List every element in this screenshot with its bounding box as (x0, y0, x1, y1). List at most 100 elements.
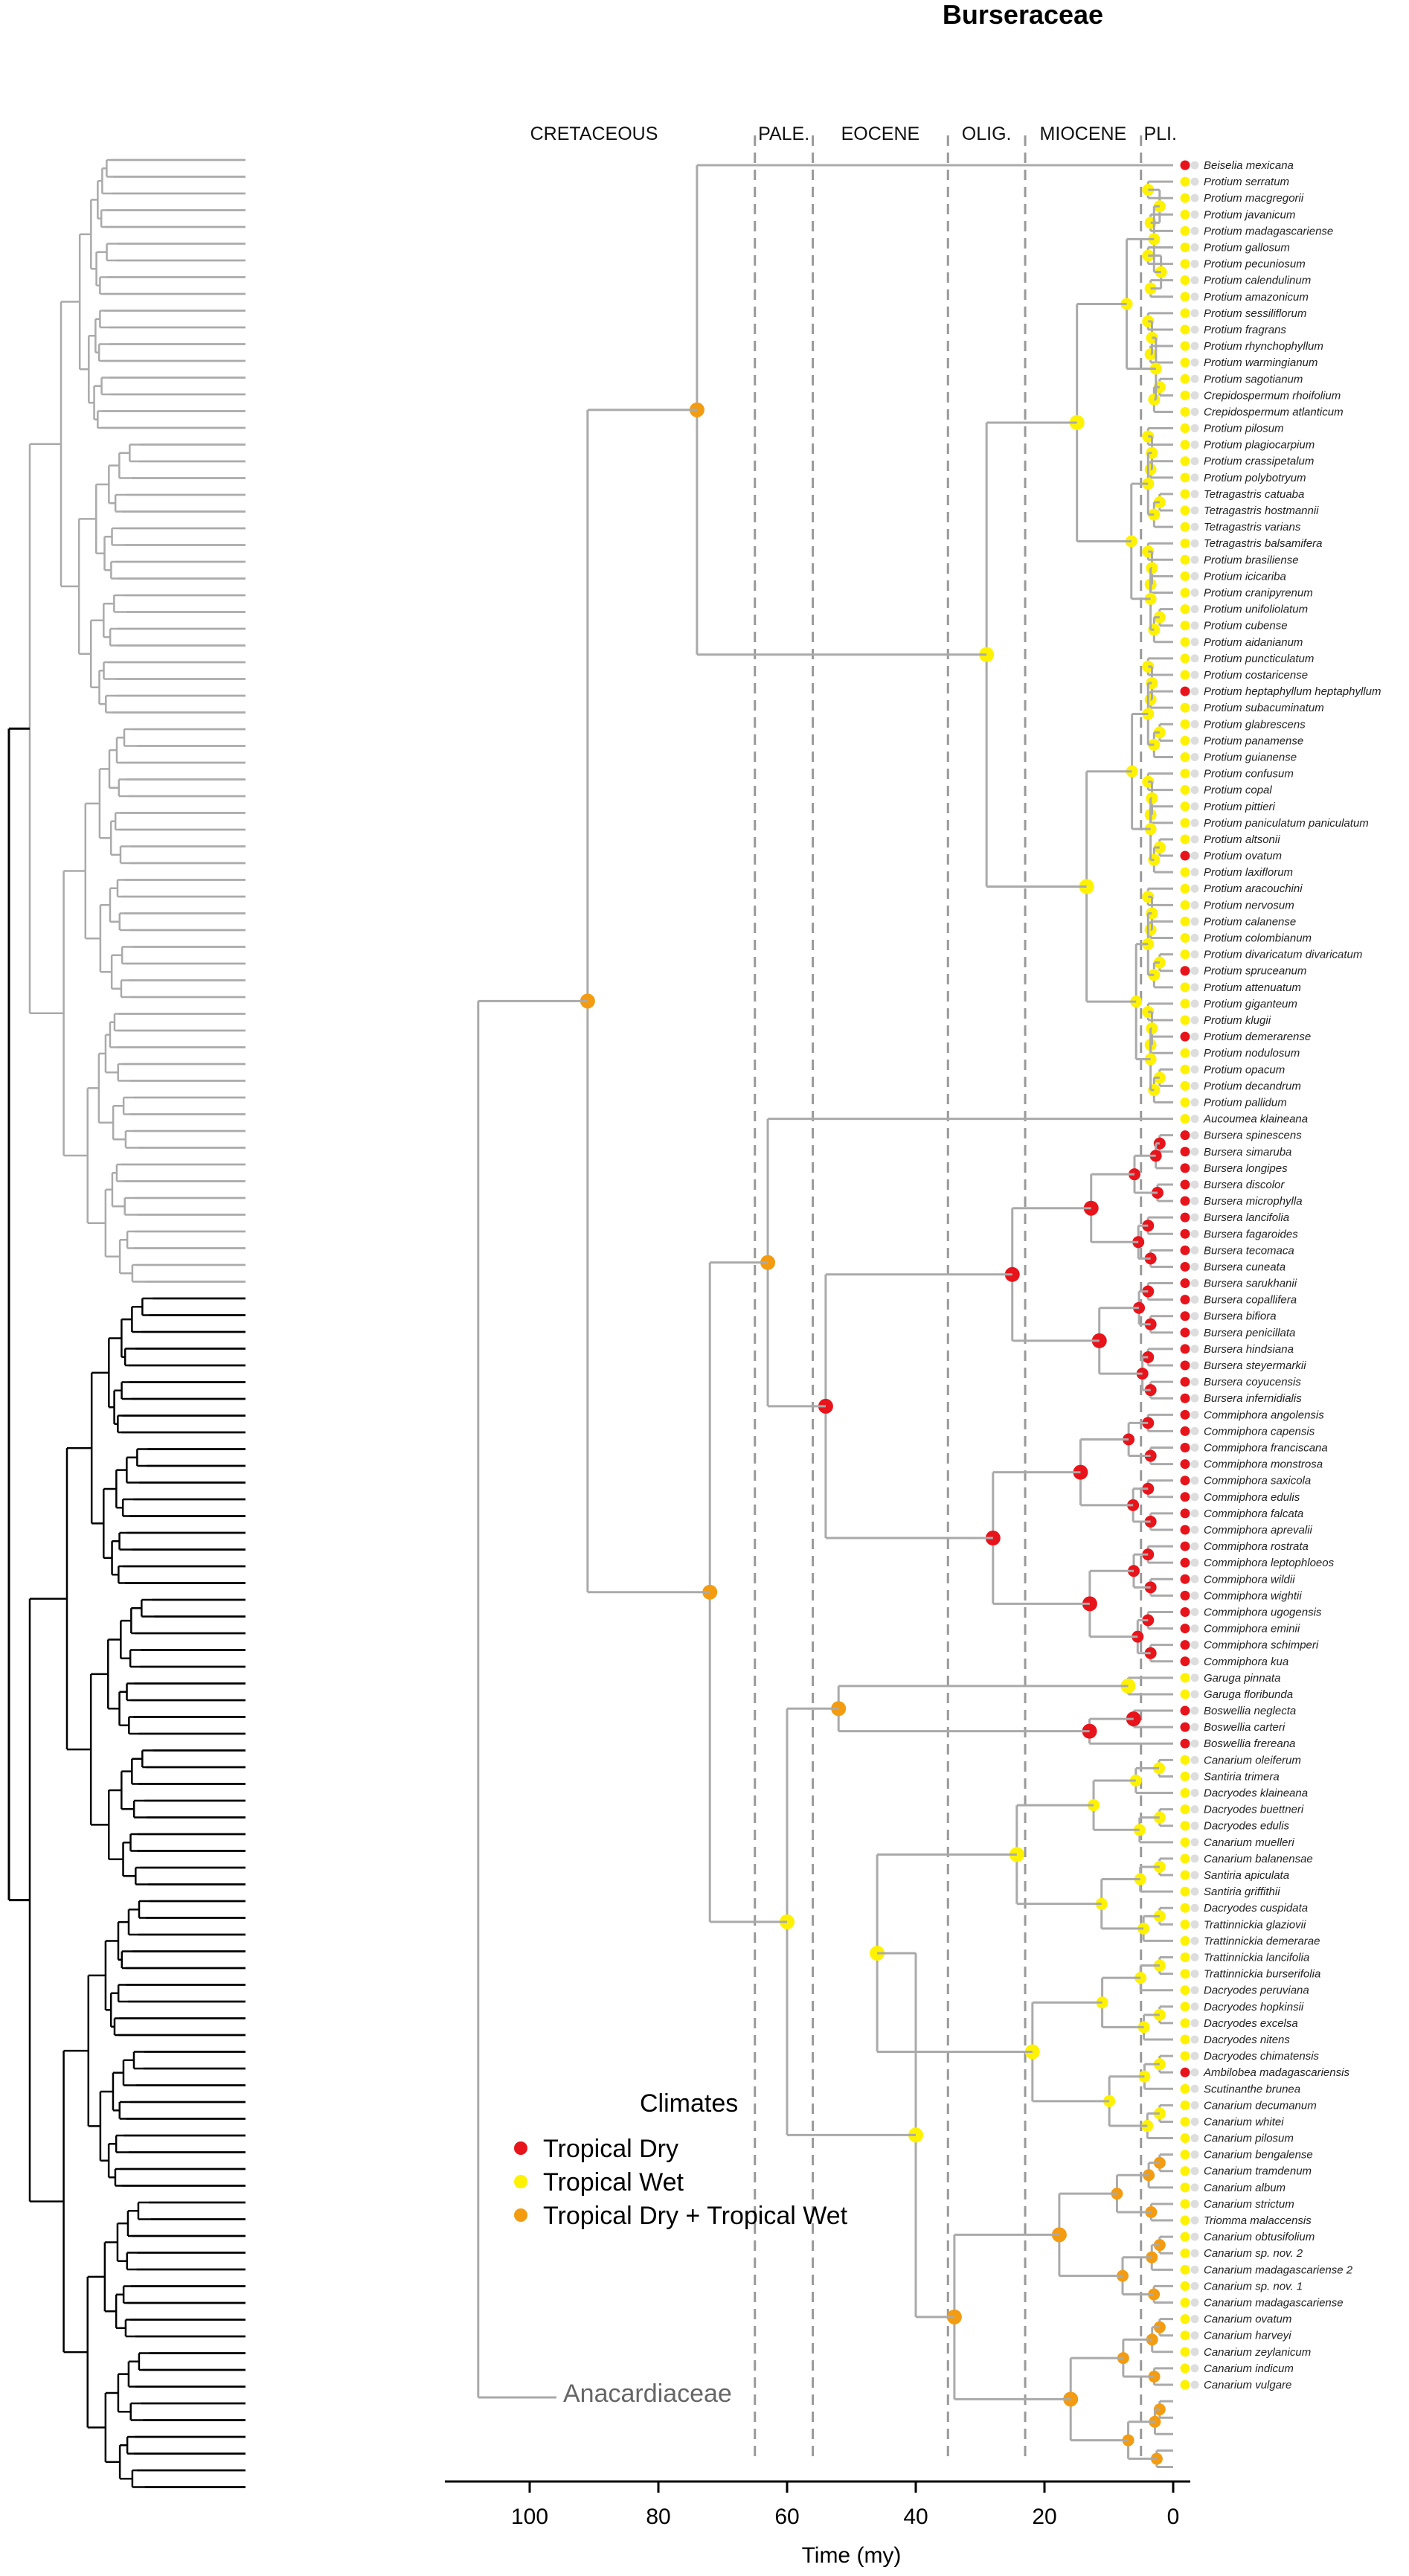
tip-state-dot (1180, 2199, 1190, 2209)
tip-state-dot (1180, 1738, 1190, 1749)
taxon-label: Protium divaricatum divaricatum (1204, 949, 1362, 961)
tip-secondary-dot (1190, 161, 1199, 170)
tip-state-dot (1180, 259, 1190, 269)
taxon-label: Protium opacum (1204, 1063, 1285, 1076)
taxon-label: Protium plagiocarpium (1204, 439, 1315, 452)
taxon-label: Protium javanicum (1204, 208, 1295, 221)
tip-state-dot (1180, 1311, 1190, 1321)
tip-state-dot (1180, 916, 1190, 926)
taxon-label: Protium panamense (1204, 734, 1303, 747)
tip-state-dot (1180, 2314, 1190, 2325)
era-labels: CRETACEOUS PALE. EOCENE OLIG. MIOCENE PLI. (530, 124, 1177, 144)
tip-secondary-dot (1190, 1657, 1199, 1666)
taxon-label: Canarium muelleri (1204, 1836, 1294, 1849)
tip-state-dot (1180, 2231, 1190, 2242)
tip-state-dot (1180, 2018, 1190, 2028)
tip-secondary-dot (1190, 769, 1199, 778)
tip-secondary-dot (1190, 1772, 1199, 1781)
tip-state-dot (1180, 1295, 1190, 1305)
taxon-label: Protium aracouchini (1204, 882, 1303, 895)
era-label: PALE. (758, 124, 809, 144)
tip-secondary-dot (1190, 1345, 1199, 1353)
tip-state-dot (1180, 1163, 1190, 1173)
tip-state-dot (1180, 1179, 1190, 1190)
tip-secondary-dot (1190, 1213, 1199, 1222)
era-label: PLI. (1143, 124, 1176, 144)
taxon-label: Boswellia carteri (1204, 1721, 1286, 1734)
tip-secondary-dot (1190, 2134, 1199, 2143)
taxon-label: Triomma malaccensis (1204, 2214, 1312, 2227)
tip-secondary-dot (1190, 835, 1199, 844)
tip-state-dot (1180, 1245, 1190, 1255)
tip-state-dot (1180, 719, 1190, 729)
legend-dot-both (514, 2208, 527, 2222)
tip-state-dot (1180, 686, 1190, 696)
tip-state-dot (1180, 1393, 1190, 1403)
tip-state-dot (1180, 834, 1190, 845)
tip-state-dot (1180, 1541, 1190, 1551)
tip-secondary-dot (1190, 1476, 1199, 1485)
tip-state-dot (1180, 423, 1190, 434)
tip-secondary-dot (1190, 1871, 1199, 1880)
tip-state-dot (1180, 242, 1190, 252)
taxon-label: Protium giganteum (1204, 998, 1297, 1010)
tip-state-dot (1180, 2002, 1190, 2012)
taxon-label: Protium heptaphyllum heptaphyllum (1204, 685, 1381, 698)
tip-state-dot (1180, 2133, 1190, 2144)
taxon-label: Protium cranipyrenum (1204, 587, 1313, 600)
taxon-label: Protium confusum (1204, 768, 1294, 781)
taxon-label: Protium sessiliflorum (1204, 307, 1306, 320)
taxon-label: Commiphora franciscana (1204, 1442, 1328, 1455)
tip-secondary-dot (1190, 967, 1199, 975)
tip-secondary-dot (1190, 752, 1199, 761)
legend-item-both: Tropical Dry + Tropical Wet (543, 2202, 848, 2230)
tip-state-dot (1180, 1673, 1190, 1683)
tip-state-dot (1180, 1935, 1190, 1946)
tip-state-dot (1180, 1804, 1190, 1815)
tip-secondary-dot (1190, 2249, 1199, 2258)
tip-secondary-dot (1190, 2348, 1199, 2356)
taxon-label: Bursera spinescens (1204, 1130, 1302, 1142)
tip-state-dot (1180, 883, 1190, 894)
tip-secondary-dot (1190, 243, 1199, 251)
tip-secondary-dot (1190, 2331, 1199, 2340)
tip-state-dot (1180, 1788, 1190, 1798)
tip-secondary-dot (1190, 276, 1199, 285)
tip-state-dot (1180, 456, 1190, 467)
tip-state-dot (1180, 785, 1190, 795)
tip-state-dot (1180, 1476, 1190, 1486)
tip-state-dot (1180, 489, 1190, 499)
tip-secondary-dot (1190, 260, 1199, 269)
tip-state-dot (1180, 1508, 1190, 1519)
tip-state-dot (1180, 341, 1190, 351)
tip-secondary-dot (1190, 1920, 1199, 1929)
taxon-label: Commiphora eminii (1204, 1623, 1300, 1635)
tip-secondary-dot (1190, 1739, 1199, 1748)
tip-secondary-dot (1190, 325, 1199, 334)
tip-secondary-dot (1190, 2167, 1199, 2176)
figure-title: Burseraceae (943, 0, 1103, 30)
tip-state-dot (1180, 1492, 1190, 1502)
tip-state-dot (1180, 1327, 1190, 1338)
taxon-label: Canarium harveyi (1204, 2330, 1291, 2342)
tip-state-dot (1180, 1821, 1190, 1831)
tip-state-dot (1180, 1261, 1190, 1272)
tip-state-dot (1180, 374, 1190, 384)
taxon-label: Commiphora wildii (1204, 1573, 1295, 1586)
tip-secondary-dot (1190, 1131, 1199, 1140)
tip-secondary-dot (1190, 605, 1199, 614)
tip-state-dot (1180, 472, 1190, 483)
taxon-label: Bursera tecomaca (1204, 1244, 1294, 1257)
tip-state-dot (1180, 308, 1190, 318)
tip-secondary-dot (1190, 1854, 1199, 1863)
tip-secondary-dot (1190, 654, 1199, 663)
tip-state-dot (1180, 933, 1190, 943)
tip-secondary-dot (1190, 1180, 1199, 1189)
tip-state-dot (1180, 1952, 1190, 1962)
tip-secondary-dot (1190, 900, 1199, 909)
tip-secondary-dot (1190, 2183, 1199, 2192)
taxon-label: Crepidospermum atlanticum (1204, 406, 1344, 418)
tip-state-dot (1180, 1409, 1190, 1420)
taxon-label: Garuga floribunda (1204, 1688, 1293, 1701)
axis-tick-label: 0 (1167, 2505, 1180, 2529)
